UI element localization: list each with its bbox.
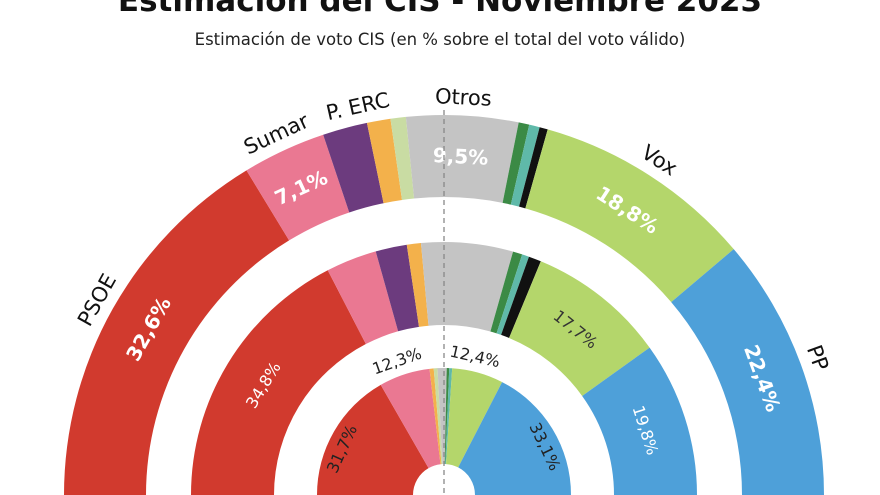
party-name-otros: Otros [434,84,492,111]
segment-inner-teal [445,368,453,465]
segment-outer-teal [510,124,540,207]
segment-outer-bildu [390,116,415,200]
segment-outer-black [519,127,548,209]
party-name-pp: PP [802,342,833,374]
chart-title: Estimación del CIS - Noviembre 2023 [117,0,763,19]
segment-middle-erc [406,243,429,327]
segment-outer-otros [405,115,519,203]
segment-outer-sumar [246,134,350,241]
label-inner-vox: 12,4% [448,342,502,372]
segment-inner-darkgreen [444,368,450,465]
segment-outer-vox [525,129,734,303]
segment-inner-erc [429,368,442,465]
segment-inner-pp [458,382,571,495]
segment-middle-pp [582,347,697,495]
segment-outer-pp [671,249,824,495]
segment-middle-black [501,256,541,338]
segment-middle-sumar [327,251,399,345]
segment-middle-darkgreen [490,251,523,334]
label-outer-otros: 9,5% [432,143,489,170]
segment-inner-bildu [433,368,443,465]
segment-outer-podemos [323,122,384,213]
party-name-podemos-erc: P. ERC [324,88,392,125]
segment-middle-teal [496,254,529,335]
segment-inner-sumar [380,368,441,469]
segment-middle-vox [509,261,650,396]
segment-middle-psoe [191,270,366,495]
segment-outer-darkgreen [502,122,530,205]
segment-middle-podemos [375,244,419,332]
segment-outer-psoe [64,170,290,495]
segment-outer-erc [366,118,403,204]
segment-inner-vox [445,368,503,468]
segment-inner-psoe [317,384,429,495]
chart-subtitle: Estimación de voto CIS (en % sobre el to… [194,30,686,49]
